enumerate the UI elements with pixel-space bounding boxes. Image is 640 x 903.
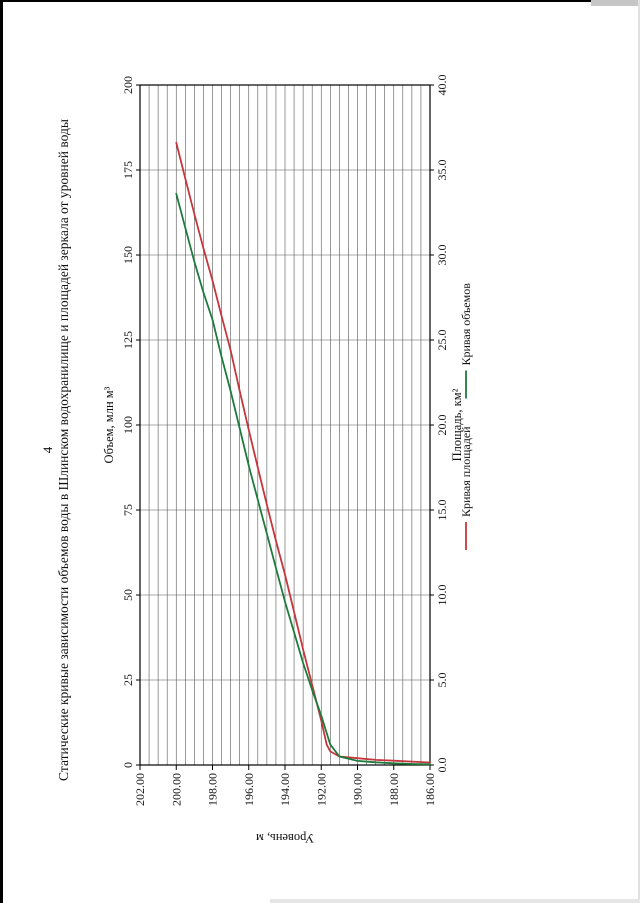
- chart-svg: 0 25 50 75 100 125 150 175 200 Объем, млн м³ 0.0 5.…: [102, 75, 473, 846]
- level-tick-label: 202.00: [133, 773, 147, 806]
- area-tick-label: 10.0: [435, 585, 449, 606]
- legend-label-0: Кривая площадей: [459, 426, 473, 517]
- volume-tick-label: 125: [121, 331, 135, 349]
- level-tick-label: 186.00: [423, 773, 437, 806]
- area-tick-label: 0.0: [435, 758, 449, 773]
- scan-edge-left: [0, 0, 3, 903]
- rotated-chart-container: 4 Статические кривые зависимости объемов…: [40, 50, 480, 850]
- volume-axis-title: Объем, млн м³: [102, 386, 116, 463]
- volume-tick-label: 100: [121, 416, 135, 434]
- level-tick-label: 198.00: [206, 773, 220, 806]
- series-curve-0: [175, 141, 431, 764]
- level-tick-label: 196.00: [242, 773, 256, 806]
- scan-corner-gray: [591, 0, 640, 6]
- level-tick-label: 190.00: [351, 773, 365, 806]
- level-tick-label: 194.00: [278, 773, 292, 806]
- area-tick-label: 40.0: [435, 75, 449, 96]
- volume-tick-label: 0: [121, 762, 135, 768]
- volume-tick-label: 75: [121, 504, 135, 516]
- area-tick-label: 15.0: [435, 500, 449, 521]
- area-tick-label: 30.0: [435, 245, 449, 266]
- area-tick-label: 20.0: [435, 415, 449, 436]
- level-axis-title: Уровень, м: [256, 831, 314, 845]
- scan-edge-right: [638, 0, 640, 903]
- level-tick-label: 188.00: [387, 773, 401, 806]
- area-axis-title: Площадь, км²: [450, 388, 464, 461]
- level-tick-label: 200.00: [169, 773, 183, 806]
- area-tick-label: 35.0: [435, 160, 449, 181]
- volume-tick-label: 50: [121, 589, 135, 601]
- scan-edge-top: [0, 0, 591, 2]
- legend-label-1: Кривая объемов: [459, 283, 473, 366]
- area-tick-label: 5.0: [435, 673, 449, 688]
- volume-tick-label: 25: [121, 674, 135, 686]
- chart-title: Статические кривые зависимости объемов в…: [56, 119, 71, 781]
- page-number: 4: [40, 446, 55, 454]
- series-curve-1: [175, 192, 431, 766]
- volume-tick-label: 200: [121, 76, 135, 94]
- scan-edge-bottom: [270, 899, 640, 903]
- volume-tick-label: 150: [121, 246, 135, 264]
- area-tick-label: 25.0: [435, 330, 449, 351]
- level-tick-label: 192.00: [314, 773, 328, 806]
- volume-tick-label: 175: [121, 161, 135, 179]
